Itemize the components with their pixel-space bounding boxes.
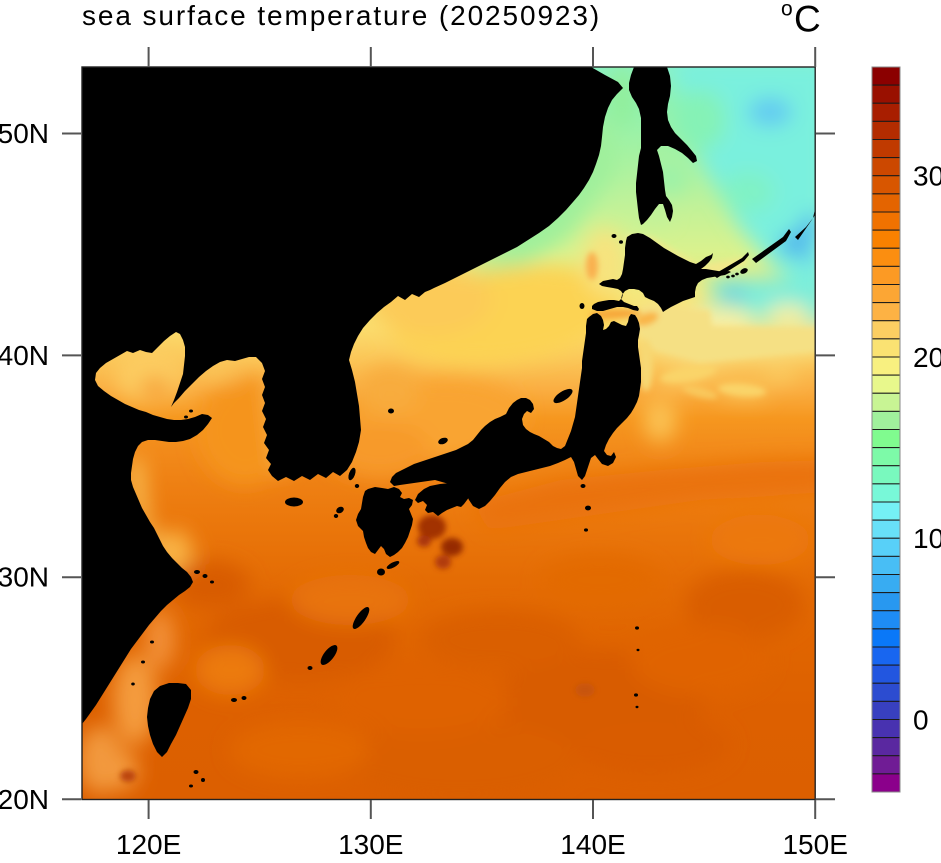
svg-text:150E: 150E <box>782 829 847 858</box>
svg-text:o: o <box>781 0 793 21</box>
svg-text:0: 0 <box>913 704 929 735</box>
svg-text:C: C <box>794 0 821 40</box>
svg-text:30N: 30N <box>0 562 49 593</box>
svg-text:40N: 40N <box>0 340 49 371</box>
svg-text:20: 20 <box>913 342 941 373</box>
svg-text:sea surface temperature (20250: sea surface temperature (20250923) <box>82 0 601 31</box>
svg-text:50N: 50N <box>0 118 49 149</box>
svg-text:130E: 130E <box>338 829 403 858</box>
svg-text:140E: 140E <box>560 829 625 858</box>
svg-text:10: 10 <box>913 523 941 554</box>
svg-text:30: 30 <box>913 161 941 192</box>
svg-text:20N: 20N <box>0 784 49 815</box>
svg-text:120E: 120E <box>116 829 181 858</box>
